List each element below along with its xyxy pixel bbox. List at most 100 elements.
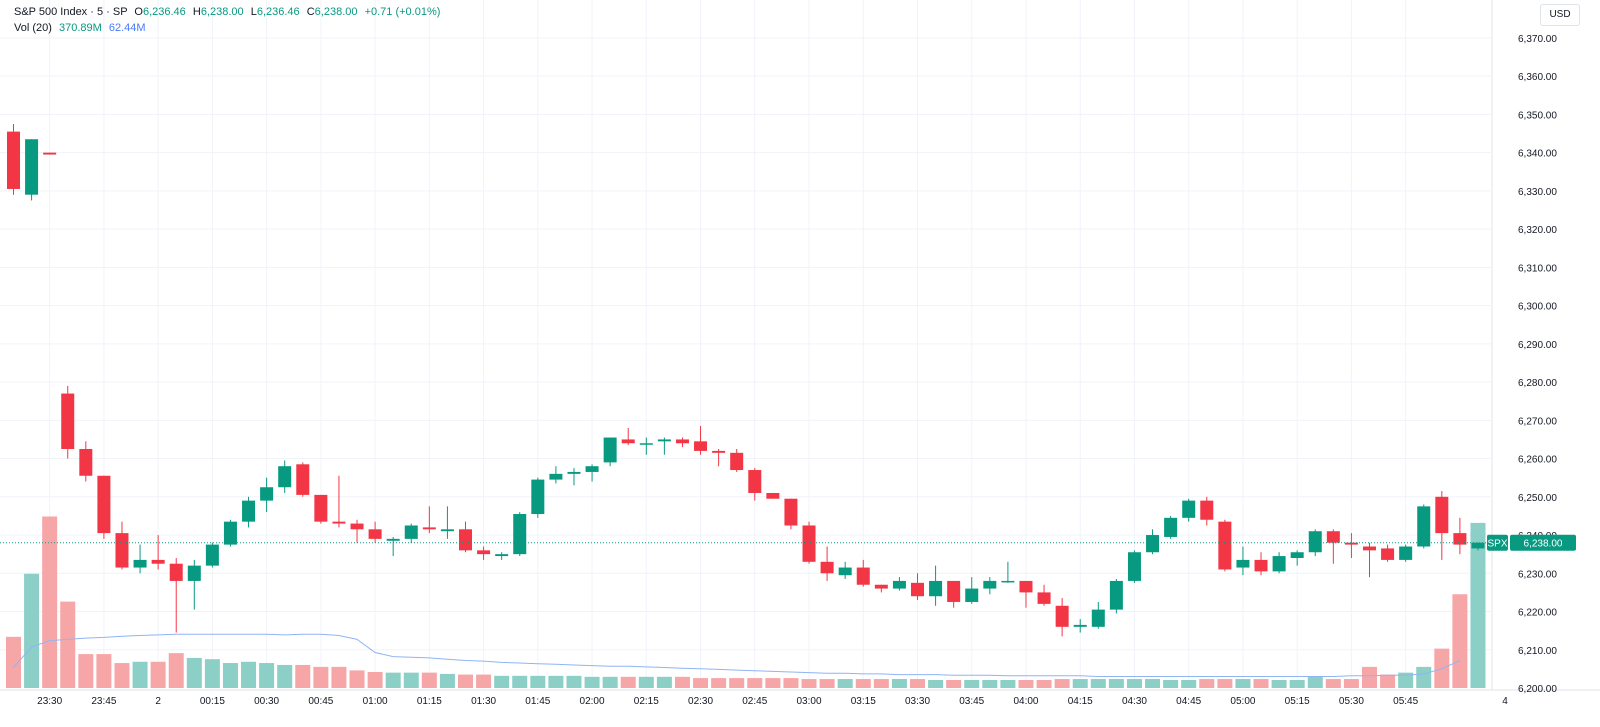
candle	[856, 559, 870, 587]
candle-body	[1290, 552, 1304, 558]
high-value: 6,238.00	[200, 6, 244, 18]
symbol-title[interactable]: S&P 500 Index · 5 · SP	[14, 6, 128, 18]
change-value: +0.71 (+0.01%)	[364, 6, 441, 18]
candle	[675, 437, 689, 448]
volume-bar	[729, 678, 745, 688]
volume-bar	[241, 661, 257, 688]
candle-body	[1326, 531, 1340, 543]
candle-body	[549, 473, 563, 480]
candle	[260, 477, 274, 513]
candle	[911, 573, 924, 601]
time-tick-label: 03:15	[851, 696, 876, 707]
candle-body	[929, 580, 943, 597]
price-tick-label: 6,210.00	[1518, 646, 1557, 657]
candle-body	[404, 525, 418, 539]
volume-bar	[711, 678, 727, 688]
candle	[983, 577, 997, 595]
candle	[965, 577, 979, 604]
chart-grid	[0, 0, 1600, 691]
candle	[477, 546, 491, 560]
candle-body	[965, 588, 979, 602]
time-tick-label: 05:15	[1285, 696, 1310, 707]
time-tick-label: 04:30	[1122, 696, 1147, 707]
candle-body	[1218, 521, 1232, 570]
candle	[404, 523, 418, 543]
volume-bar	[1271, 680, 1287, 688]
time-axis[interactable]: 23:30 23:45 2 00:15 00:30 00:45 01:00 01:15 01:3…	[37, 696, 1508, 707]
candle	[621, 427, 635, 446]
candle	[440, 506, 454, 539]
volume-bar	[620, 676, 636, 688]
time-tick-label: 01:45	[525, 696, 550, 707]
candle	[1073, 619, 1087, 633]
volume-bar	[765, 678, 781, 688]
candle	[1308, 529, 1322, 557]
candle-body	[1200, 500, 1214, 520]
volume-bar	[1181, 680, 1197, 688]
candle-body	[874, 584, 888, 589]
candle-body	[43, 152, 57, 155]
close-value: 6,238.00	[314, 6, 358, 18]
price-tick-label: 6,340.00	[1518, 149, 1557, 160]
volume-bar	[1145, 679, 1161, 688]
open-label: O	[134, 6, 143, 18]
symbol-tag-box	[1487, 534, 1508, 551]
time-tick-label: 05:45	[1393, 696, 1418, 707]
price-axis[interactable]: 6,370.00 6,360.00 6,350.00 6,340.00 6,330.00…	[1518, 34, 1557, 695]
volume-label[interactable]: Vol (20)	[14, 22, 52, 34]
volume-bar	[349, 670, 365, 688]
time-tick-label: 23:30	[37, 696, 62, 707]
candle-body	[151, 559, 165, 564]
time-tick-label: 4	[1502, 696, 1508, 707]
candle	[766, 492, 780, 499]
candle	[1435, 491, 1449, 560]
candle	[7, 123, 20, 195]
candle-body	[730, 452, 744, 471]
volume-bar	[656, 676, 672, 688]
volume-bar	[1217, 679, 1233, 688]
candle-body	[983, 580, 997, 589]
candle-body	[1344, 542, 1358, 545]
time-tick-label: 03:30	[905, 696, 930, 707]
candle	[1019, 580, 1033, 608]
candle	[1218, 519, 1232, 572]
candle-body	[1453, 533, 1467, 545]
candle	[332, 475, 346, 528]
candle-body	[531, 479, 545, 515]
candle	[549, 466, 563, 484]
volume-bar	[1054, 679, 1070, 688]
volume-bar	[1362, 666, 1377, 688]
volume-bar	[259, 663, 275, 688]
candle	[368, 521, 382, 543]
candle-body	[133, 559, 147, 568]
candle	[567, 468, 581, 486]
candle-body	[368, 529, 382, 539]
candle-body	[748, 470, 762, 493]
price-tick-label: 6,200.00	[1518, 684, 1557, 695]
close-label: C	[306, 6, 315, 18]
volume-bar	[1108, 679, 1124, 688]
currency-button[interactable]: USD	[1540, 4, 1580, 26]
time-tick-label: 03:45	[959, 696, 984, 707]
symbol-legend-row: S&P 500 Index · 5 · SP O6,236.46 H6,238.…	[14, 4, 440, 20]
volume-bar	[24, 573, 40, 688]
candle	[495, 552, 509, 560]
volume-bar	[1470, 522, 1486, 688]
candle	[422, 506, 436, 534]
volume-bar	[928, 680, 944, 688]
candle-body	[1417, 506, 1431, 547]
candle-body	[567, 471, 581, 474]
volume-bar	[385, 672, 401, 688]
candle	[1055, 598, 1069, 637]
volume-bar	[295, 664, 311, 688]
volume-bar	[1036, 680, 1052, 688]
price-tag-box	[1510, 534, 1576, 551]
volume-bar	[60, 601, 76, 688]
candle	[1146, 529, 1160, 555]
price-tick-label: 6,330.00	[1518, 187, 1557, 198]
volume-bar	[1072, 679, 1088, 688]
candle	[513, 512, 527, 557]
candle	[712, 449, 726, 467]
volume-bar	[855, 679, 871, 688]
